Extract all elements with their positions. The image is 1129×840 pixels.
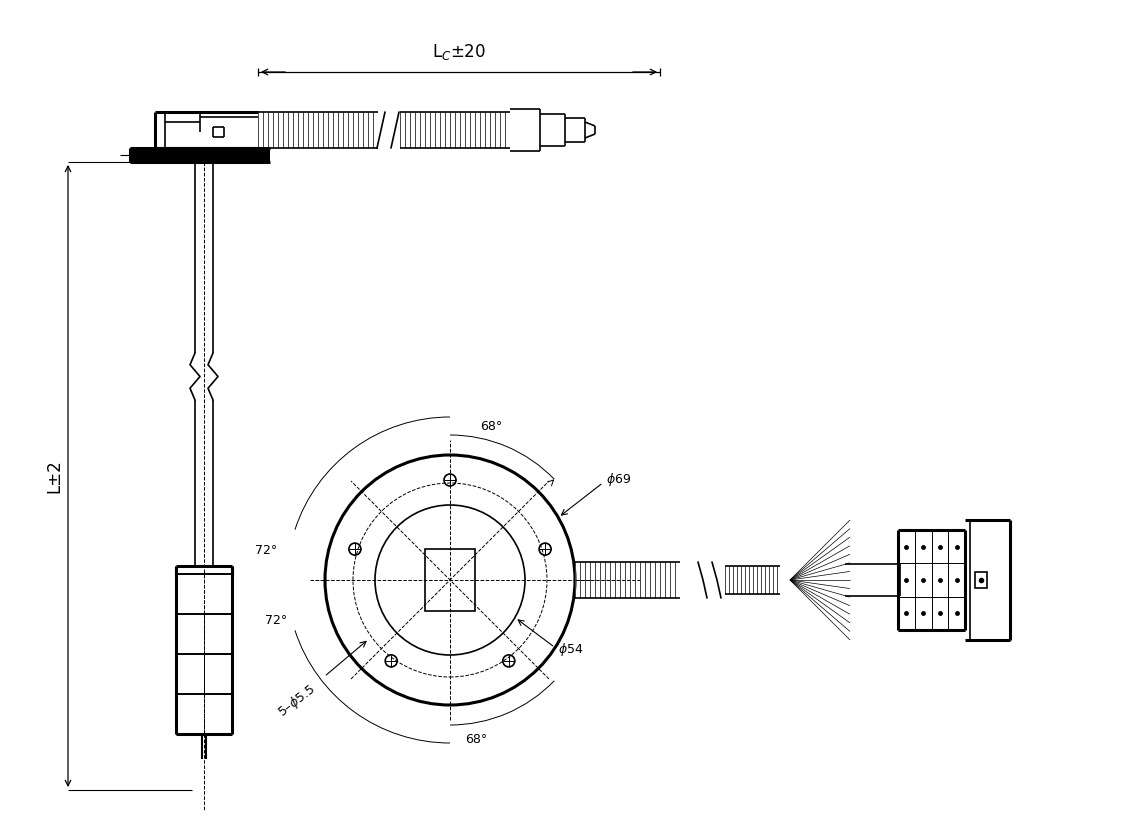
Text: 5–$\phi$5.5: 5–$\phi$5.5 — [274, 680, 320, 721]
Bar — [425, 549, 475, 611]
Text: L$_C$$\pm$20: L$_C$$\pm$20 — [432, 42, 485, 62]
Text: $\phi$54: $\phi$54 — [558, 641, 584, 658]
Text: 68°: 68° — [465, 733, 488, 746]
Text: 68°: 68° — [480, 420, 502, 433]
Text: L±2: L±2 — [45, 459, 63, 493]
Text: 72°: 72° — [264, 613, 287, 627]
Text: 72°: 72° — [255, 543, 277, 556]
Bar — [130, 148, 270, 162]
Bar — [975, 572, 987, 588]
Text: $\phi$69: $\phi$69 — [606, 471, 631, 488]
